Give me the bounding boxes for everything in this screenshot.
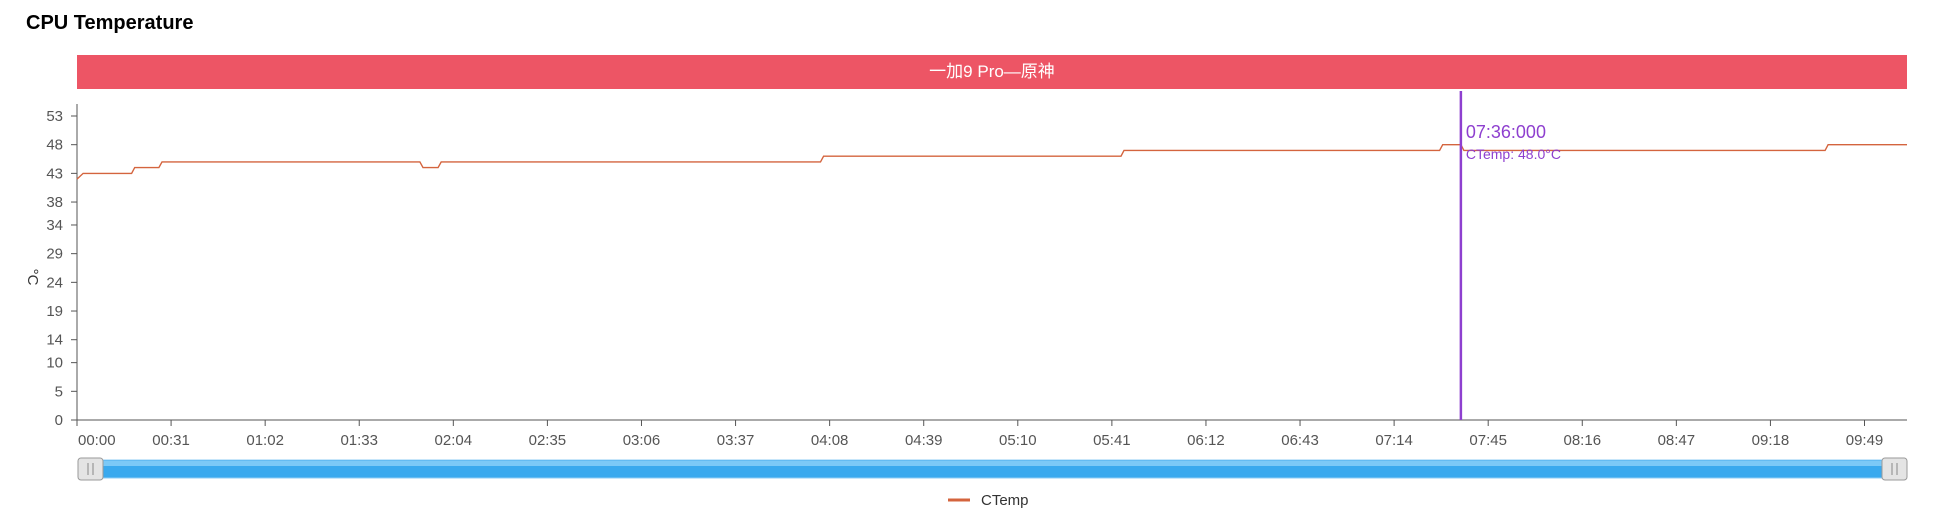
x-axis: 00:00 00:31 01:02 01:33 02:04 02:35 03:06 03:37…	[76, 419, 1907, 449]
zoom-slider[interactable]	[77, 457, 1908, 481]
legend-label: CTemp	[981, 492, 1029, 509]
x-tick-label: 01:33	[340, 432, 378, 449]
y-tick-label: 38	[46, 194, 63, 211]
x-tick-label: 05:41	[1093, 432, 1131, 449]
page-title: CPU Temperature	[26, 12, 194, 34]
series-line-ctemp	[76, 144, 1907, 180]
series-group	[76, 144, 1907, 180]
x-tick-label: 04:08	[811, 432, 849, 449]
zoom-slider-highlight	[80, 461, 1904, 466]
x-tick-label: 07:45	[1469, 432, 1507, 449]
x-tick-label: 00:31	[152, 432, 190, 449]
y-tick-label: 24	[46, 274, 63, 291]
x-tick-label: 09:49	[1846, 432, 1884, 449]
legend-item-ctemp[interactable]: CTemp	[948, 492, 1029, 509]
x-tick-label: 09:18	[1752, 432, 1790, 449]
x-tick-label: 04:39	[905, 432, 943, 449]
y-axis-label: °C	[24, 269, 41, 286]
y-tick-label: 19	[46, 303, 63, 320]
x-tick-label: 08:16	[1564, 432, 1602, 449]
y-tick-label: 34	[46, 217, 63, 234]
x-tick-label: 02:35	[529, 432, 567, 449]
y-tick-label: 29	[46, 246, 63, 263]
x-tick-label: 06:12	[1187, 432, 1225, 449]
y-axis: 0 5 10 14 19 24 29 34 38 43 48 53	[46, 104, 78, 429]
x-tick-label: 06:43	[1281, 432, 1319, 449]
tooltip-value: CTemp: 48.0°C	[1466, 146, 1561, 162]
tooltip-time: 07:36:000	[1466, 122, 1546, 142]
x-tick-label: 07:14	[1375, 432, 1413, 449]
x-tick-label: 08:47	[1658, 432, 1696, 449]
tooltip: 07:36:000 CTemp: 48.0°C	[1459, 91, 1561, 420]
y-tick-label: 5	[55, 383, 63, 400]
y-tick-label: 43	[46, 165, 63, 182]
y-tick-label: 10	[46, 355, 63, 372]
x-tick-label: 02:04	[435, 432, 473, 449]
x-tick-label: 01:02	[246, 432, 284, 449]
y-tick-label: 53	[46, 108, 63, 125]
y-tick-label: 48	[46, 137, 63, 154]
y-tick-label: 14	[46, 332, 63, 349]
x-tick-label: 00:00	[78, 432, 116, 449]
x-tick-label: 03:37	[717, 432, 755, 449]
chart-subtitle-banner: 一加9 Pro—原神	[77, 55, 1907, 89]
zoom-handle-right[interactable]	[1881, 457, 1908, 481]
y-tick-label: 0	[55, 412, 63, 429]
x-tick-label: 05:10	[999, 432, 1037, 449]
zoom-handle-left[interactable]	[77, 457, 104, 481]
x-tick-label: 03:06	[623, 432, 661, 449]
